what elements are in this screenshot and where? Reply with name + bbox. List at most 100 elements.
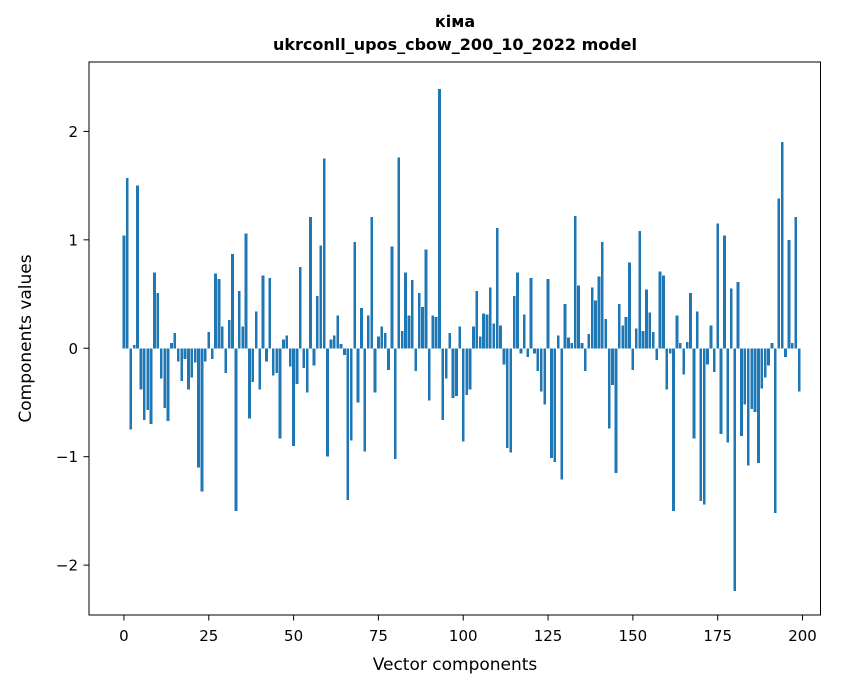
bar-32: [231, 253, 234, 349]
bar-96: [448, 333, 452, 349]
bar-123: [539, 348, 543, 392]
bar-61: [329, 339, 333, 349]
bar-64: [339, 343, 343, 349]
bar-104: [475, 290, 479, 349]
bar-117: [519, 348, 523, 354]
bar-119: [526, 348, 530, 357]
bar-62: [332, 335, 336, 349]
bar-190: [767, 348, 770, 366]
bar-39: [254, 311, 258, 349]
bar-47: [282, 339, 285, 349]
bar-173: [709, 325, 713, 349]
bar-105: [478, 336, 482, 349]
bar-113: [505, 348, 509, 449]
bar-140: [597, 276, 601, 349]
bar-139: [594, 300, 597, 349]
bar-18: [183, 348, 187, 360]
bar-19: [187, 348, 190, 390]
bar-174: [712, 348, 716, 373]
y-tick-label-2: 2: [68, 123, 78, 141]
chart-title-model: ukrconll_upos_cbow_200_10_2022 model: [273, 35, 637, 54]
y-axis-label: Components values: [16, 254, 36, 422]
x-tick-label-25: 25: [199, 627, 218, 645]
bar-146: [617, 303, 621, 349]
bar-141: [600, 242, 604, 349]
bar-165: [682, 348, 686, 375]
bar-71: [363, 348, 367, 452]
bar-58: [319, 245, 323, 349]
bar-20: [190, 348, 194, 378]
bar-30: [224, 348, 228, 374]
bar-95: [444, 348, 448, 379]
bar-194: [780, 142, 784, 349]
bar-135: [580, 342, 584, 349]
bar-75: [377, 336, 380, 349]
bar-167: [689, 292, 692, 349]
bar-127: [553, 348, 557, 463]
x-axis-label: Vector components: [373, 655, 538, 675]
bar-59: [322, 158, 326, 349]
bar-72: [366, 315, 370, 349]
y-tick-label-−2: −2: [56, 557, 78, 575]
x-tick-label-100: 100: [449, 627, 478, 645]
bar-125: [546, 278, 550, 349]
bar-136: [584, 348, 587, 372]
plot-area-spines: [88, 61, 821, 616]
bar-189: [763, 348, 767, 378]
bar-11: [159, 348, 163, 379]
bar-37: [248, 348, 251, 419]
bar-103: [472, 326, 475, 349]
bar-124: [543, 348, 547, 405]
bar-166: [685, 341, 689, 349]
x-tick-label-150: 150: [619, 627, 648, 645]
bar-184: [746, 348, 750, 466]
bar-14: [170, 342, 173, 349]
bar-94: [441, 348, 445, 420]
bar-108: [489, 287, 492, 349]
bar-70: [360, 308, 363, 349]
bar-195: [784, 348, 787, 357]
bar-12: [163, 348, 167, 408]
bar-107: [485, 314, 489, 349]
x-tick-label-0: 0: [119, 627, 129, 645]
bar-48: [285, 335, 289, 349]
bar-33: [234, 348, 238, 511]
bar-83: [404, 272, 407, 349]
bar-7: [146, 348, 150, 411]
bar-21: [193, 348, 197, 363]
bar-149: [628, 262, 631, 349]
bar-115: [512, 296, 516, 349]
bar-170: [699, 348, 703, 502]
bar-109: [492, 323, 496, 349]
bar-106: [482, 313, 485, 349]
bar-53: [302, 348, 306, 368]
bar-187: [757, 348, 760, 464]
bar-54: [305, 348, 309, 393]
bar-43: [268, 277, 272, 349]
bar-13: [166, 348, 170, 421]
bar-25: [207, 331, 211, 349]
bar-157: [655, 348, 658, 361]
bar-185: [750, 348, 753, 409]
bars: [122, 89, 801, 592]
bar-145: [614, 348, 618, 473]
bar-116: [516, 272, 519, 349]
bar-114: [509, 348, 513, 453]
bar-69: [356, 348, 360, 403]
bar-44: [271, 348, 275, 376]
bar-1: [125, 178, 129, 349]
bar-137: [587, 334, 591, 349]
bar-80: [394, 348, 397, 459]
bar-42: [265, 348, 268, 362]
bar-142: [604, 318, 608, 349]
bar-134: [577, 285, 580, 349]
y-axis-ticks: 2 1 0 −1 −2: [56, 123, 89, 575]
bar-45: [275, 348, 278, 374]
bar-50: [292, 348, 295, 446]
bar-129: [560, 348, 563, 480]
bar-17: [180, 348, 183, 381]
bar-55: [309, 217, 312, 349]
bar-9: [153, 272, 156, 349]
